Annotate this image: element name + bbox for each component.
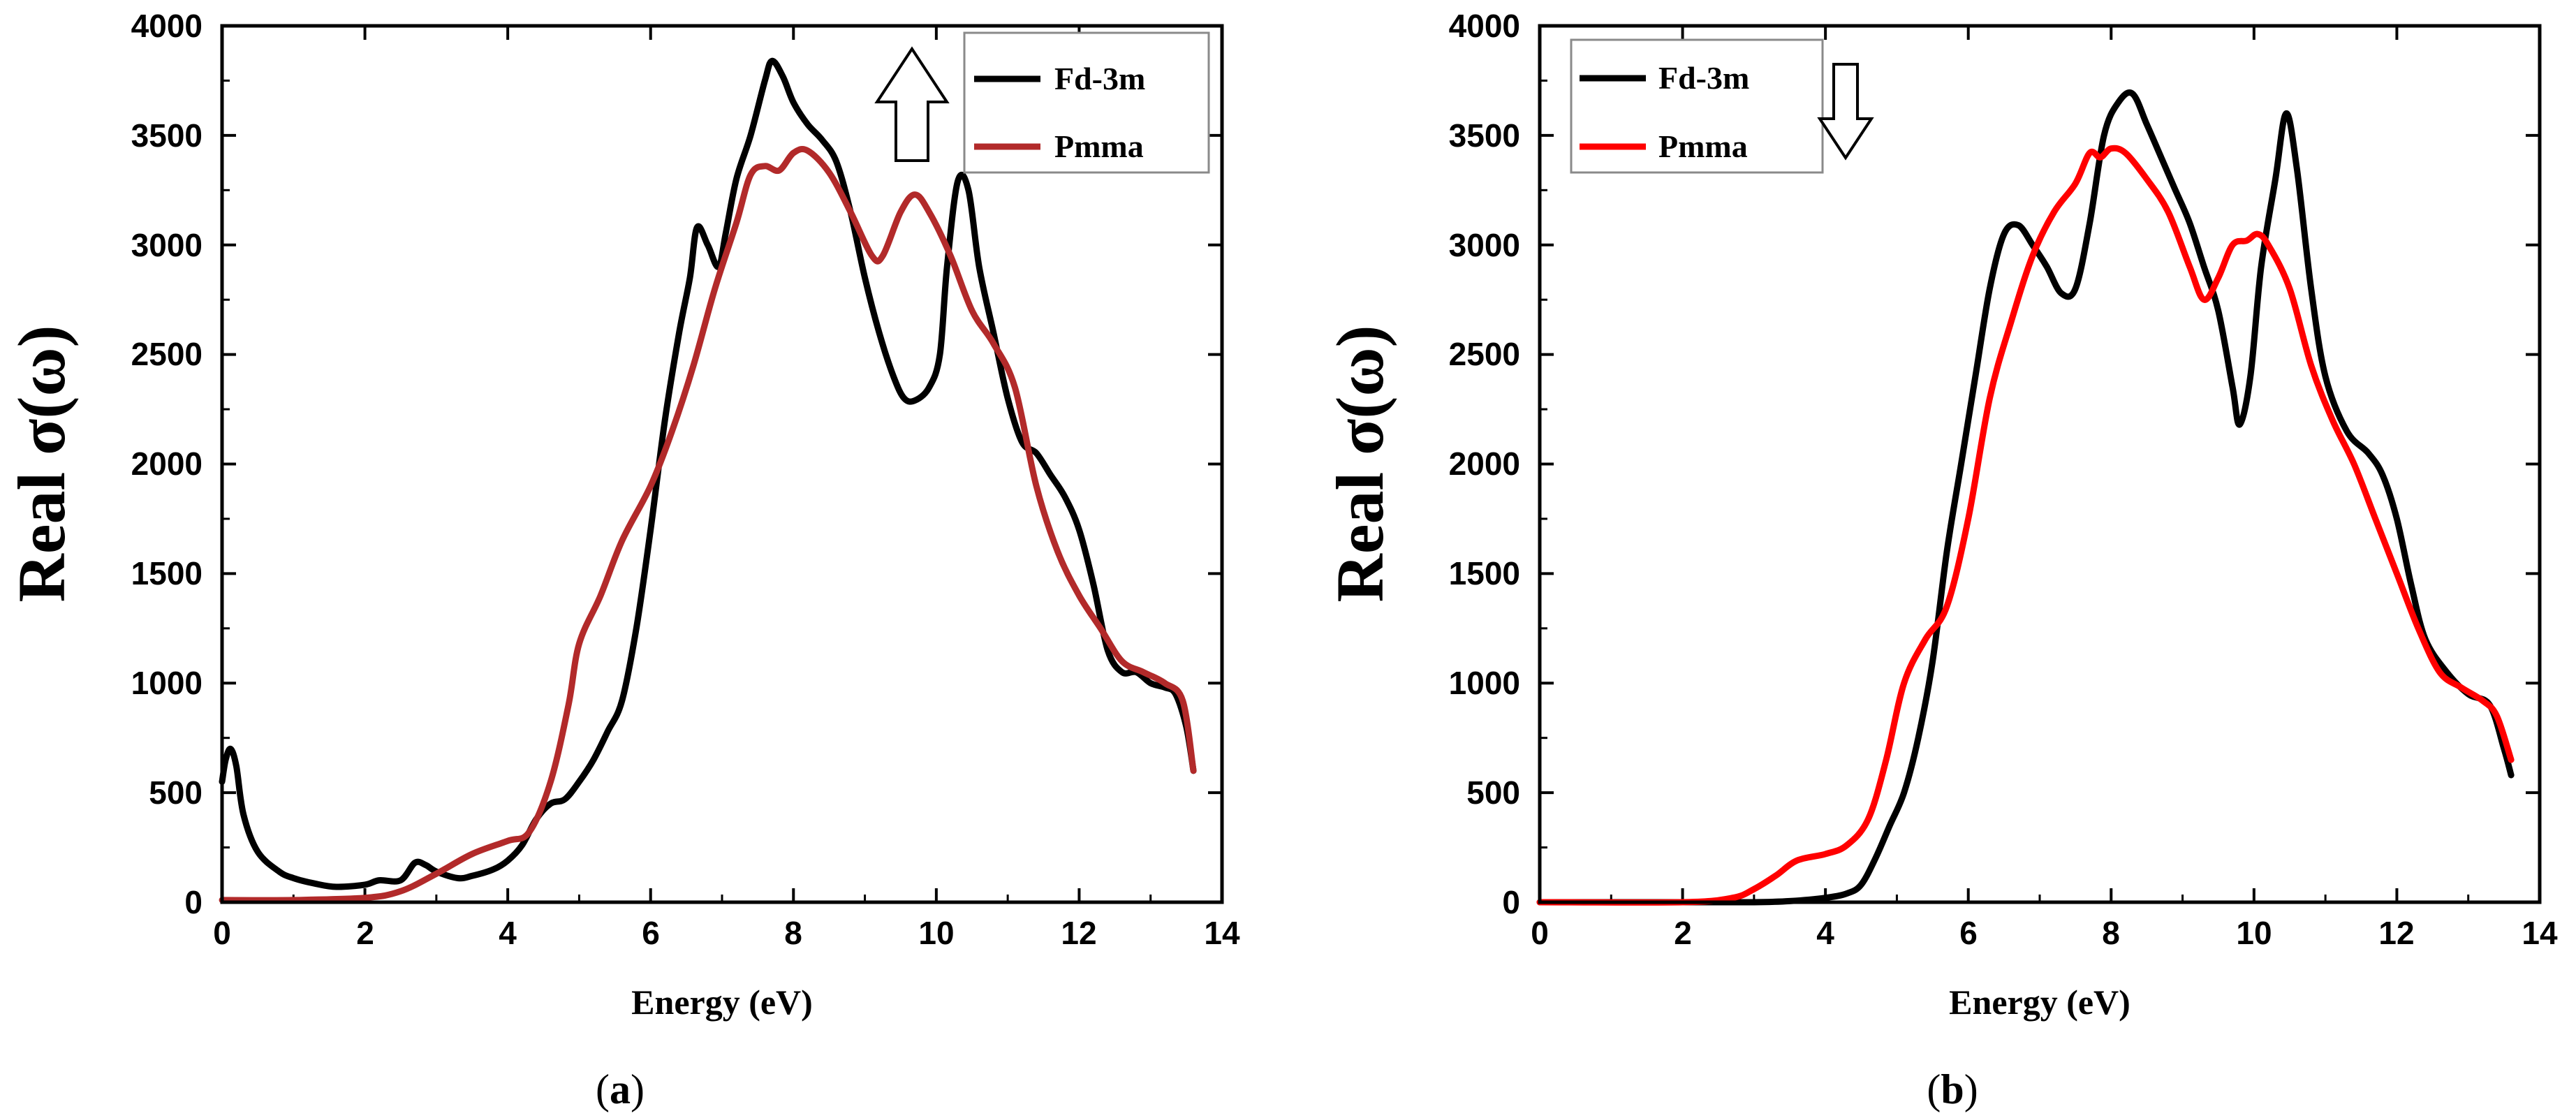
panel-b-legend: Fd-3m Pmma [1570,38,1824,174]
y-tick-label: 0 [1502,884,1520,920]
y-tick-label: 2000 [131,446,203,482]
y-tick-label: 2500 [131,336,203,372]
x-tick-label: 10 [918,915,954,951]
legend-label-pmma: Pmma [1054,128,1144,164]
legend-label-fd3m: Fd-3m [1054,61,1145,96]
spin-down-arrow-icon [1817,63,1874,161]
panel-b-caption-letter: b [1941,1066,1964,1112]
y-tick-label: 500 [1466,774,1520,811]
x-tick-label: 8 [2102,915,2120,951]
y-tick-label: 500 [149,774,203,811]
legend-label-pmma: Pmma [1658,128,1748,164]
x-tick-label: 0 [1531,915,1549,951]
x-tick-label: 0 [213,915,231,951]
y-tick-label: 3500 [1449,117,1520,154]
x-tick-label: 12 [1061,915,1096,951]
panel-a-y-axis-title: Real σ(ω) [4,325,79,603]
x-tick-label: 4 [499,915,517,951]
panel-a-series [219,57,1197,904]
y-tick-label: 3000 [131,227,203,263]
y-tick-label: 0 [184,884,203,920]
x-tick-label: 10 [2236,915,2272,951]
y-tick-label: 1500 [1449,555,1520,591]
panel-a-x-tick-labels: 0 2 4 6 8 10 12 14 [213,915,1240,951]
panel-b-grid-ticks [1538,24,2541,904]
panel-a-caption: (a) [596,1066,645,1112]
panel-a-x-axis-title: Energy (eV) [631,983,813,1022]
panel-b-x-axis-title: Energy (eV) [1949,983,2130,1022]
y-tick-label: 1000 [1449,665,1520,701]
y-tick-label: 4000 [131,8,203,44]
panel-a-plot-frame [220,24,1224,904]
x-tick-label: 12 [2378,915,2414,951]
panel-b-y-axis-title: Real σ(ω) [1323,325,1397,603]
x-tick-label: 2 [356,915,374,951]
x-tick-label: 14 [1204,915,1240,951]
y-tick-label: 3500 [131,117,203,154]
panel-a-caption-letter: a [610,1066,631,1112]
series-line-fd3m [219,57,1197,890]
x-tick-label: 4 [1816,915,1834,951]
legend-box [1570,38,1824,174]
panel-b-series [1536,89,2515,906]
y-tick-label: 3000 [1449,227,1520,263]
panel-b-y-tick-labels: 0 500 1000 1500 2000 2500 3000 3500 4000 [1449,8,1520,920]
panel-a-y-tick-labels: 0 500 1000 1500 2000 2500 3000 3500 4000 [131,8,203,920]
x-tick-label: 6 [642,915,660,951]
series-line-pmma [219,146,1197,904]
x-tick-label: 6 [1959,915,1978,951]
panel-a: 0 500 1000 1500 2000 2500 3000 3500 4000… [4,8,1240,1022]
panel-b-caption: (b) [1927,1066,1978,1112]
legend-label-fd3m: Fd-3m [1658,60,1749,96]
y-tick-label: 1000 [131,665,203,701]
y-tick-label: 4000 [1449,8,1520,44]
panel-b: 0 500 1000 1500 2000 2500 3000 3500 4000… [1323,8,2558,1022]
panel-b-plot-frame [1538,24,2542,904]
panel-b-x-tick-labels: 0 2 4 6 8 10 12 14 [1531,915,2558,951]
y-tick-label: 2500 [1449,336,1520,372]
x-tick-label: 8 [784,915,802,951]
series-line-pmma [1536,145,2515,906]
x-tick-label: 14 [2522,915,2558,951]
series-line-fd3m [1536,89,2515,906]
y-tick-label: 2000 [1449,446,1520,482]
y-tick-label: 1500 [131,555,203,591]
x-tick-label: 2 [1674,915,1692,951]
panel-a-legend: Fd-3m Pmma [963,31,1210,174]
spin-up-arrow-icon [874,46,950,162]
